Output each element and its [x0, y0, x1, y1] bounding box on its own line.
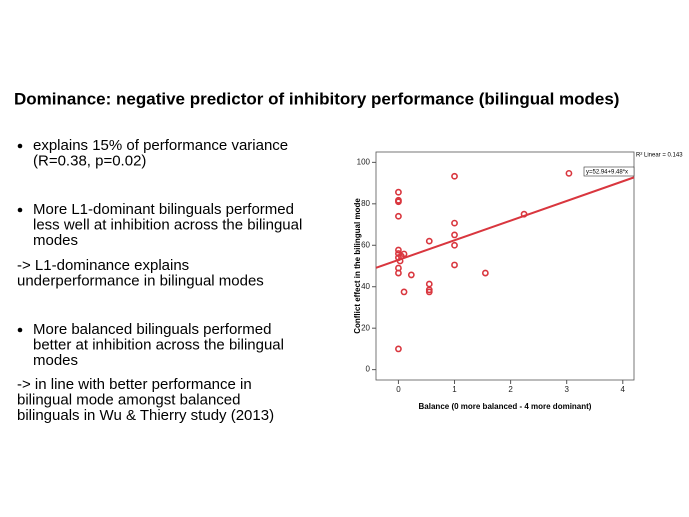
point [396, 257, 404, 265]
point [425, 237, 433, 245]
point [400, 288, 408, 296]
note-text: -> L1-dominance explains [17, 257, 189, 274]
y-tick-label: 60 [361, 240, 370, 249]
bullet-text: modes [33, 352, 78, 369]
point [395, 188, 402, 196]
note-text: underperformance in bilingual modes [17, 272, 264, 289]
point [407, 271, 415, 279]
point [425, 286, 433, 294]
point [451, 231, 458, 239]
point [565, 169, 573, 177]
note-text: -> in line with better performance in [17, 376, 252, 393]
plot-frame [375, 151, 635, 381]
point [451, 172, 458, 180]
point [425, 280, 433, 288]
y-tick-label: 20 [361, 323, 370, 332]
bullet-text: More L1-dominant bilinguals performed [33, 201, 294, 218]
point [395, 345, 402, 353]
bullet-text: explains 15% of performance variance [33, 137, 288, 154]
point [395, 269, 402, 277]
point [451, 219, 458, 227]
point [395, 246, 402, 254]
fit-line [375, 176, 635, 269]
point [395, 198, 402, 206]
x-tick-label: 4 [621, 385, 626, 394]
point [481, 269, 489, 277]
bullet-dot [17, 207, 23, 213]
y-tick-label: 40 [361, 282, 370, 291]
y-tick-label: 100 [357, 157, 371, 166]
annotation: R² Linear = 0.143 [636, 153, 683, 159]
slide-title: Dominance: negative predictor of inhibit… [14, 89, 619, 108]
point [451, 241, 458, 249]
y-tick-label: 80 [361, 199, 370, 208]
note-text: bilinguals in Wu & Thierry study (2013) [17, 407, 274, 424]
bullet-text: better at inhibition across the bilingua… [33, 336, 284, 353]
point [395, 254, 402, 262]
y-tick-label: 0 [366, 365, 371, 374]
note-text: bilingual mode amongst balanced [17, 391, 240, 408]
bullet-dot [17, 143, 23, 149]
bullet-text: (R=0.38, p=0.02) [33, 152, 146, 169]
bullet-text: More balanced bilinguals performed [33, 321, 271, 338]
point [451, 261, 458, 269]
point [395, 212, 402, 220]
x-axis-label: Balance (0 more balanced - 4 more domina… [419, 402, 592, 411]
point [400, 250, 408, 258]
y-axis-label: Conflict effect in the bilingual mode [353, 198, 362, 334]
fit-label: y=52.94+9.48*x [586, 170, 628, 176]
bullet-text: modes [33, 232, 78, 249]
bullet-dot [17, 327, 23, 333]
bullet-text: less well at inhibition across the bilin… [33, 216, 302, 233]
x-tick-label: 3 [564, 385, 569, 394]
x-tick-label: 0 [396, 385, 401, 394]
x-tick-label: 2 [508, 385, 513, 394]
x-tick-label: 1 [452, 385, 457, 394]
fit-label-box [583, 166, 635, 177]
point [520, 210, 528, 218]
